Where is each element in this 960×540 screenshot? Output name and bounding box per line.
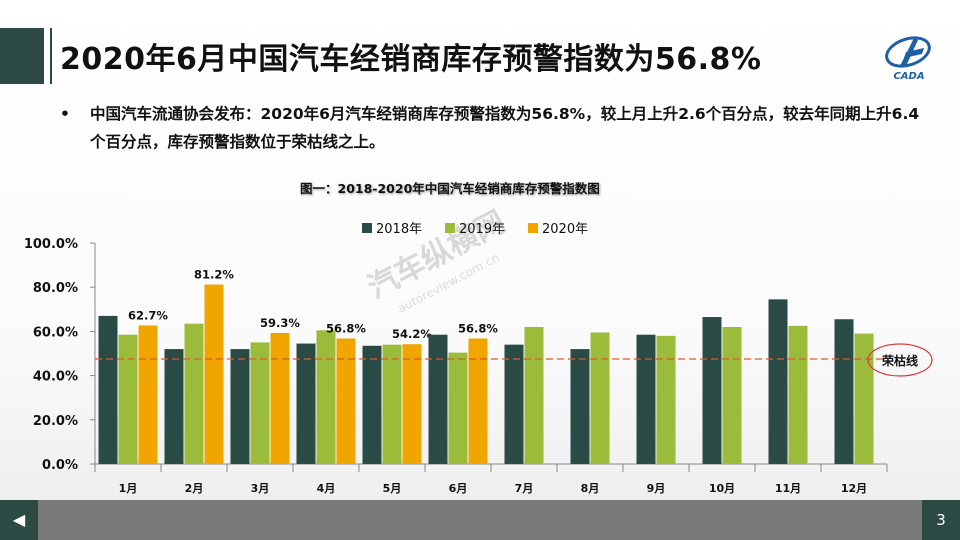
prev-slide-button[interactable]: ◀ bbox=[0, 500, 38, 540]
bar bbox=[590, 332, 610, 464]
bar bbox=[316, 330, 336, 464]
x-tick-label: 7月 bbox=[515, 482, 534, 495]
triangle-left-icon: ◀ bbox=[12, 510, 26, 529]
bar bbox=[428, 334, 448, 464]
bar bbox=[504, 344, 524, 464]
page-number: 3 bbox=[922, 500, 960, 540]
data-label: 56.8% bbox=[458, 321, 498, 335]
y-tick-label: 80.0% bbox=[33, 281, 78, 296]
bar bbox=[164, 349, 184, 464]
bar bbox=[570, 349, 590, 464]
x-tick-label: 6月 bbox=[449, 482, 468, 495]
logo-text: CADA bbox=[893, 71, 924, 82]
legend-label: 2018年 bbox=[376, 222, 422, 237]
y-tick-label: 60.0% bbox=[33, 325, 78, 340]
x-tick-label: 9月 bbox=[647, 482, 666, 495]
x-tick-label: 4月 bbox=[317, 482, 336, 495]
bar bbox=[118, 334, 138, 464]
bar bbox=[362, 345, 382, 464]
bar bbox=[296, 343, 316, 464]
bar bbox=[636, 334, 656, 464]
bar bbox=[768, 299, 788, 464]
legend-swatch bbox=[362, 223, 372, 233]
x-tick-label: 1月 bbox=[119, 482, 138, 495]
bar bbox=[138, 325, 158, 464]
legend-swatch bbox=[528, 223, 538, 233]
bar bbox=[468, 338, 488, 464]
bar bbox=[250, 342, 270, 464]
x-tick-label: 3月 bbox=[251, 482, 270, 495]
chart-title: 图一：2018-2020年中国汽车经销商库存预警指数图 bbox=[300, 181, 600, 196]
bar bbox=[788, 325, 808, 464]
y-tick-label: 100.0% bbox=[24, 237, 78, 252]
bar bbox=[854, 333, 874, 464]
bar bbox=[382, 344, 402, 464]
bar bbox=[722, 326, 742, 464]
data-label: 81.2% bbox=[194, 268, 234, 282]
bar bbox=[184, 323, 204, 464]
threshold-label-circle bbox=[867, 343, 933, 377]
x-tick-label: 2月 bbox=[185, 482, 204, 495]
cada-logo: CADA bbox=[885, 36, 931, 82]
legend-swatch bbox=[445, 223, 455, 233]
y-tick-label: 0.0% bbox=[42, 458, 78, 473]
data-label: 54.2% bbox=[392, 327, 432, 341]
bar bbox=[656, 335, 676, 464]
bar bbox=[448, 352, 468, 464]
x-tick-label: 11月 bbox=[775, 482, 801, 495]
y-tick-label: 20.0% bbox=[33, 414, 78, 429]
y-tick-label: 40.0% bbox=[33, 370, 78, 385]
bar bbox=[834, 319, 854, 464]
x-tick-label: 8月 bbox=[581, 482, 600, 495]
x-tick-label: 12月 bbox=[841, 482, 867, 495]
title-accent-block bbox=[0, 28, 44, 84]
bar bbox=[702, 317, 722, 464]
legend-label: 2019年 bbox=[459, 222, 505, 237]
bar bbox=[270, 332, 290, 464]
bar bbox=[524, 326, 544, 464]
legend-label: 2020年 bbox=[542, 222, 588, 237]
x-tick-label: 5月 bbox=[383, 482, 402, 495]
data-label: 56.8% bbox=[326, 321, 366, 335]
bullet-dot: • bbox=[60, 105, 70, 123]
data-label: 59.3% bbox=[260, 316, 300, 330]
bar bbox=[230, 349, 250, 464]
footer-bar bbox=[0, 500, 960, 540]
x-tick-label: 10月 bbox=[709, 482, 735, 495]
bar bbox=[204, 284, 224, 464]
page-title: 2020年6月中国汽车经销商库存预警指数为56.8% bbox=[60, 42, 762, 77]
bar bbox=[402, 344, 422, 464]
title-accent-line bbox=[50, 28, 52, 84]
bar bbox=[98, 315, 118, 464]
data-label: 62.7% bbox=[128, 308, 168, 322]
bar bbox=[336, 338, 356, 464]
threshold-label: 荣枯线 bbox=[881, 353, 918, 368]
bullet-text: 中国汽车流通协会发布：2020年6月汽车经销商库存预警指数为56.8%，较上月上… bbox=[90, 105, 920, 151]
